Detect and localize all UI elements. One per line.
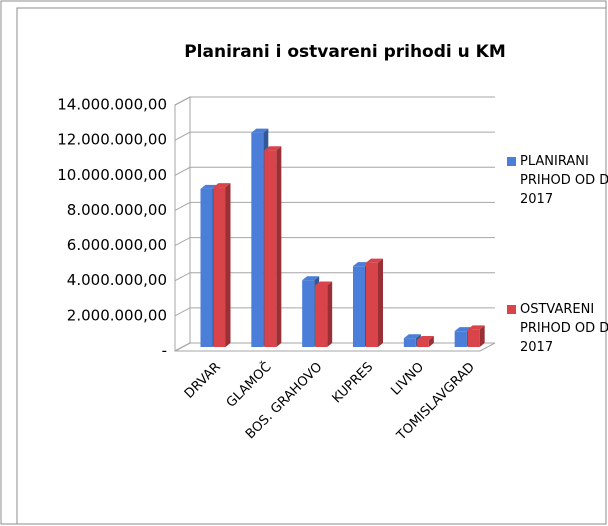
- bar-top: [213, 183, 231, 188]
- bar: [416, 335, 434, 347]
- y-tick-label: 6.000.000,00: [67, 236, 167, 254]
- bar-top: [353, 262, 370, 267]
- grid-line: [174, 342, 495, 352]
- bar-front: [264, 150, 277, 347]
- legend-swatch: [507, 305, 516, 314]
- y-tick-label: 12.000.000,00: [57, 131, 167, 149]
- bar: [315, 281, 333, 347]
- bar-side: [327, 281, 333, 347]
- grid-line: [174, 237, 495, 247]
- y-tick-label: 4.000.000,00: [67, 271, 167, 289]
- x-tick-label: GLAMOČ: [223, 359, 275, 411]
- bar: [366, 258, 383, 347]
- side-wall: [174, 96, 191, 352]
- bar-front: [454, 331, 467, 347]
- bar-side: [479, 325, 485, 347]
- bar-top: [200, 184, 218, 189]
- bar-top: [403, 334, 421, 339]
- chart-frame: [16, 7, 607, 525]
- legend-label: OSTVARENI PRIHOD OD DRVA 2017: [520, 302, 608, 355]
- bar-front: [315, 285, 328, 347]
- y-tick-label: 8.000.000,00: [67, 201, 167, 219]
- grid-line: [174, 272, 495, 282]
- bar: [213, 183, 231, 347]
- chart-title: Planirani i ostvareni prihodi u KM: [184, 42, 506, 62]
- bar-top: [315, 281, 333, 286]
- grid-line: [174, 166, 495, 176]
- bar-top: [467, 325, 485, 330]
- bar-side: [378, 258, 383, 347]
- bar: [467, 325, 485, 347]
- y-tick-label: -: [162, 342, 167, 360]
- bar-front: [200, 188, 213, 347]
- bar-front: [353, 266, 365, 347]
- bar-side: [428, 335, 434, 347]
- y-tick-label: 10.000.000,00: [57, 166, 167, 184]
- legend-label: PLANIRANI PRIHOD OD DRVA 2017: [520, 154, 608, 207]
- bar-front: [302, 280, 315, 347]
- bar-top: [366, 258, 383, 263]
- legend-swatch: [507, 157, 516, 166]
- bar-side: [276, 146, 282, 347]
- x-tick-label: LIVNO: [388, 360, 427, 399]
- bar-top: [264, 146, 282, 151]
- grid-line: [174, 96, 495, 106]
- grid-line: [174, 307, 495, 317]
- bar-top: [416, 335, 434, 340]
- bar: [264, 146, 282, 347]
- grid-line: [174, 131, 495, 141]
- bar-front: [251, 132, 264, 347]
- grid-line: [174, 201, 495, 211]
- bar-side: [225, 183, 231, 347]
- bar-front: [213, 187, 226, 347]
- bar-top: [302, 276, 320, 281]
- bar-front: [467, 329, 480, 347]
- x-tick-label: KUPRES: [330, 360, 377, 407]
- bar-front: [416, 339, 429, 347]
- bar-front: [403, 338, 416, 347]
- bar-front: [366, 262, 378, 347]
- x-tick-label: DRVAR: [182, 360, 224, 402]
- y-tick-label: 14.000.000,00: [57, 96, 167, 114]
- y-tick-label: 2.000.000,00: [67, 306, 167, 324]
- bar-top: [454, 327, 472, 332]
- bar-top: [251, 128, 269, 133]
